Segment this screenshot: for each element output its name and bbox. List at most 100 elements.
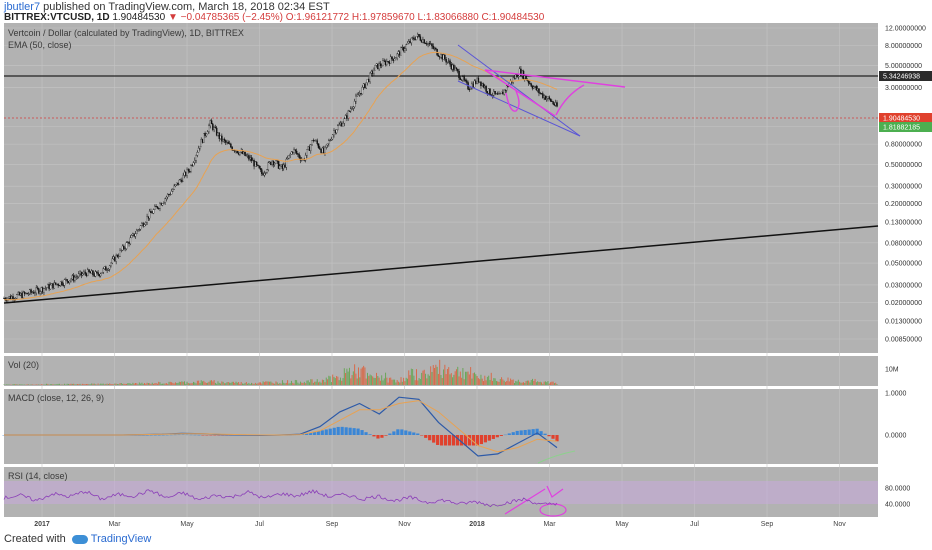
candle-body — [480, 81, 482, 86]
candle-body — [533, 86, 535, 89]
candle-body — [512, 77, 514, 83]
candle-body — [59, 281, 62, 286]
candle-body — [392, 58, 395, 61]
candle-body — [518, 68, 521, 77]
volume-bar — [434, 367, 436, 385]
volume-bar — [448, 367, 450, 385]
volume-bar — [150, 384, 152, 385]
candle-body — [163, 202, 165, 204]
price-tick-label: 0.30000000 — [885, 184, 922, 191]
rsi-arrow[interactable] — [546, 485, 564, 498]
volume-bar — [46, 383, 48, 385]
volume-bar — [172, 382, 174, 385]
cup-curve[interactable] — [505, 90, 520, 112]
candle-body — [53, 282, 56, 289]
volume-bar — [439, 359, 441, 385]
time-tick-label: Nov — [833, 521, 846, 528]
volume-bar — [243, 383, 245, 385]
signal-line — [4, 400, 558, 453]
rsi-divergence-line[interactable] — [504, 488, 546, 515]
volume-bar — [480, 374, 482, 385]
candle-body — [380, 65, 383, 67]
volume-bar — [52, 384, 54, 385]
volume-bar — [483, 381, 485, 385]
channel-lower-line[interactable] — [457, 80, 581, 137]
volume-bar — [83, 384, 85, 385]
volume-bar — [120, 383, 122, 385]
candle-body — [57, 283, 59, 286]
candle-body — [137, 229, 139, 231]
macd-hist-bar — [424, 435, 428, 438]
candle-body — [124, 248, 126, 250]
volume-bar — [311, 379, 313, 385]
time-tick-label: May — [615, 521, 629, 528]
volume-bar — [526, 380, 528, 385]
time-axis[interactable]: 2017 Mar May Jul Sep Nov 2018 Mar May Jul Sep Nov — [34, 521, 846, 528]
volume-bar — [507, 377, 509, 385]
candle-body — [276, 160, 279, 162]
volume-bar — [347, 371, 349, 385]
volume-bar — [464, 371, 466, 385]
candle-body — [182, 175, 184, 182]
volume-bar — [169, 381, 171, 385]
candle-body — [152, 209, 155, 214]
projection-curve[interactable] — [555, 84, 585, 116]
macd-hist-bar — [336, 426, 340, 435]
volume-bar — [141, 382, 143, 385]
candle-body — [547, 96, 549, 99]
volume-bar — [167, 383, 169, 385]
volume-bar — [272, 383, 274, 385]
volume-bar — [42, 384, 44, 385]
candle-body — [427, 43, 429, 45]
candle-body — [364, 83, 366, 89]
volume-bar — [239, 383, 241, 385]
macd-hist-bar — [376, 435, 380, 439]
volume-bar — [181, 381, 183, 385]
candle-body — [450, 64, 453, 70]
trendline[interactable] — [3, 75, 879, 304]
volume-bar — [53, 384, 55, 385]
volume-bar — [539, 381, 541, 385]
symbol-label: BITTREX:VTCUSD, 1D — [4, 12, 110, 23]
candle-body — [93, 274, 95, 277]
volume-bar — [547, 380, 549, 385]
volume-bar — [406, 378, 408, 385]
candle-body — [210, 120, 213, 125]
volume-bar — [373, 377, 375, 385]
main-pane[interactable] — [4, 23, 878, 353]
chart-canvas[interactable]: Vertcoin / Dollar (calculated by Trading… — [0, 23, 932, 533]
macd-projection-curve[interactable] — [537, 450, 576, 464]
candle-body — [263, 173, 266, 176]
volume-bar — [236, 382, 238, 385]
candle-body — [159, 203, 161, 209]
candle-body — [433, 48, 436, 50]
candle-body — [80, 271, 83, 276]
macd-hist-bar — [416, 433, 420, 435]
macd-hist-bar — [471, 435, 476, 446]
candle-body — [330, 139, 333, 141]
macd-hist-bar — [432, 435, 436, 443]
candle-body — [513, 77, 516, 79]
macd-hist-bar — [447, 435, 452, 446]
volume-bar — [221, 381, 223, 385]
candle-body — [333, 130, 335, 135]
tradingview-brand[interactable]: TradingView — [71, 533, 151, 545]
volume-bar — [85, 384, 87, 385]
volume-bar — [510, 378, 512, 385]
volume-bar — [428, 375, 430, 385]
time-tick-label: Sep — [761, 521, 774, 528]
resistance-line[interactable] — [484, 69, 626, 88]
price-tick-label: 0.03000000 — [885, 282, 922, 289]
volume-bar — [214, 382, 216, 385]
candle-body — [459, 77, 462, 80]
candle-body — [423, 39, 425, 44]
candle-body — [447, 60, 450, 62]
volume-bar — [70, 383, 72, 385]
candle-body — [432, 45, 435, 49]
author-link[interactable]: jbutler7 — [4, 1, 41, 13]
channel-upper-line[interactable] — [457, 44, 581, 137]
volume-bar — [249, 384, 251, 385]
volume-bar — [263, 382, 265, 385]
wedge-line[interactable] — [484, 69, 556, 117]
long-term-support-line[interactable] — [3, 225, 879, 304]
